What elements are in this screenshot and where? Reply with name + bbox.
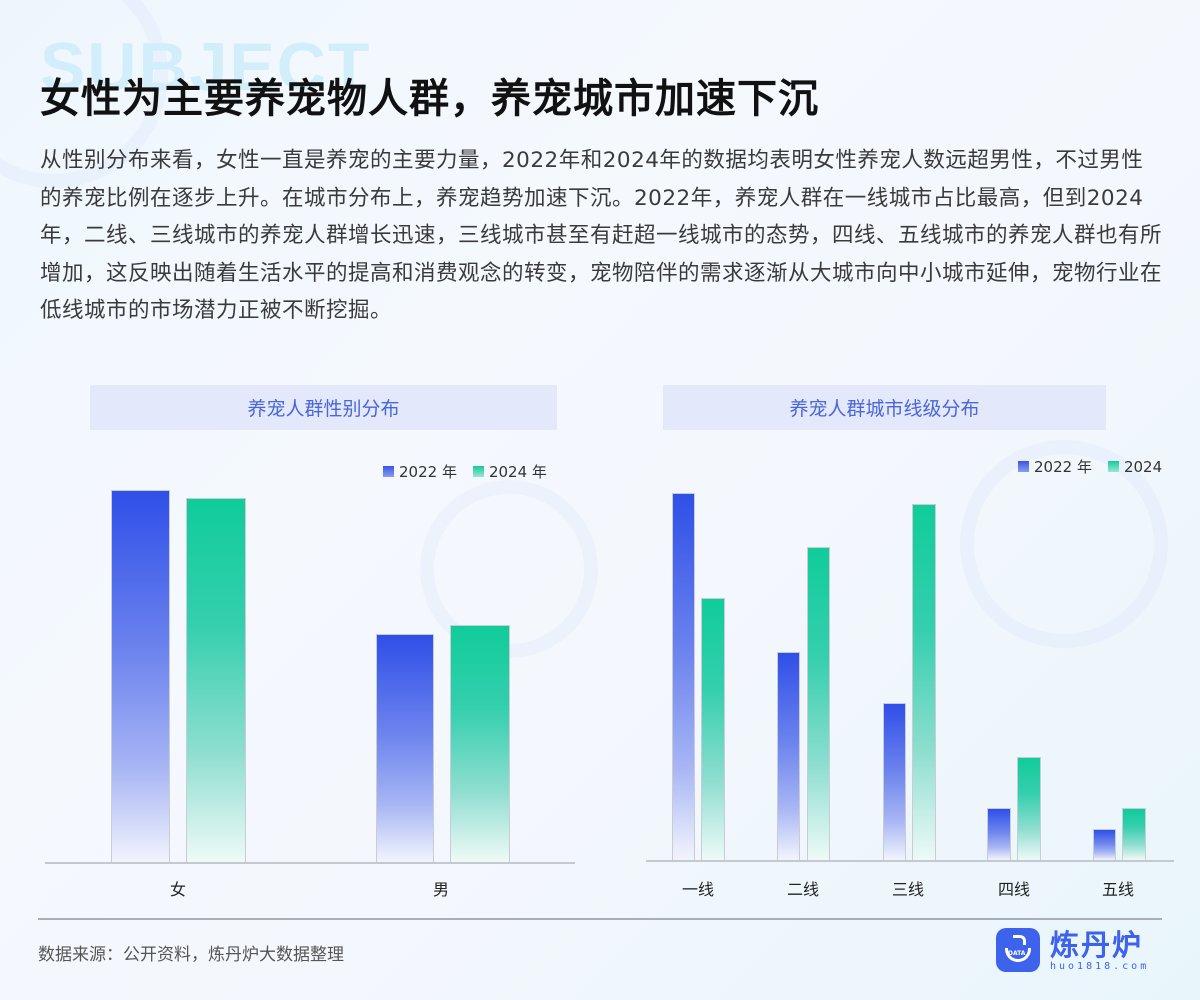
city-x-axis	[646, 860, 1174, 862]
bar-tier1-2024	[701, 598, 725, 860]
legend-swatch-2022	[383, 466, 394, 477]
bar-male-2022	[376, 634, 434, 862]
bar-tier4-2022	[987, 808, 1011, 860]
gender-x-axis	[45, 862, 575, 864]
bar-tier4-2024	[1017, 757, 1041, 860]
legend-label-2024: 2024	[1123, 457, 1163, 476]
description-paragraph: 从性别分布来看，女性一直是养宠的主要力量，2022年和2024年的数据均表明女性…	[40, 148, 1163, 323]
bar-male-2024	[450, 625, 510, 862]
legend-label-2022: 2022 年	[399, 463, 457, 481]
bar-tier2-2022	[777, 652, 800, 860]
x-label-tier3: 三线	[891, 880, 925, 899]
bar-tier5-2024	[1122, 808, 1146, 860]
legend-label-2024: 2024 年	[488, 463, 547, 481]
brand-url: huo1818.com	[1050, 960, 1150, 972]
city-chart-title: 养宠人群城市线级分布	[663, 385, 1106, 430]
footer-divider	[38, 918, 1162, 920]
x-label-tier1: 一线	[681, 880, 715, 899]
bar-tier3-2024	[912, 504, 936, 860]
x-label-tier5: 五线	[1101, 880, 1135, 899]
city-chart-legend: 2022 年 2024	[1018, 456, 1162, 477]
data-source-note: 数据来源：公开资料，炼丹炉大数据整理	[38, 945, 344, 965]
x-label-female: 女	[169, 880, 187, 899]
brand-logo: DATA 炼丹炉 huo1818.com	[996, 928, 1149, 972]
legend-swatch-2024	[1107, 461, 1119, 472]
bar-female-2024	[186, 498, 246, 862]
x-label-tier2: 二线	[786, 880, 820, 899]
legend-label-2022: 2022 年	[1034, 458, 1092, 476]
subject-watermark: SUBJECT	[40, 29, 372, 105]
bar-tier5-2022	[1093, 829, 1116, 860]
x-label-male: 男	[432, 880, 450, 899]
bar-tier1-2022	[672, 493, 695, 860]
legend-swatch-2024	[472, 466, 484, 477]
x-label-tier4: 四线	[997, 880, 1031, 899]
page-title: 女性为主要养宠物人群，养宠城市加速下沉	[40, 76, 819, 122]
gender-chart-legend: 2022 年 2024 年	[383, 461, 547, 482]
bar-tier2-2024	[807, 547, 830, 860]
bar-tier3-2022	[883, 703, 906, 860]
gender-chart-title: 养宠人群性别分布	[90, 385, 557, 430]
bar-female-2022	[111, 490, 170, 862]
brand-name: 炼丹炉	[1050, 927, 1144, 962]
legend-swatch-2022	[1018, 461, 1029, 472]
brand-logo-icon: DATA	[996, 928, 1040, 972]
